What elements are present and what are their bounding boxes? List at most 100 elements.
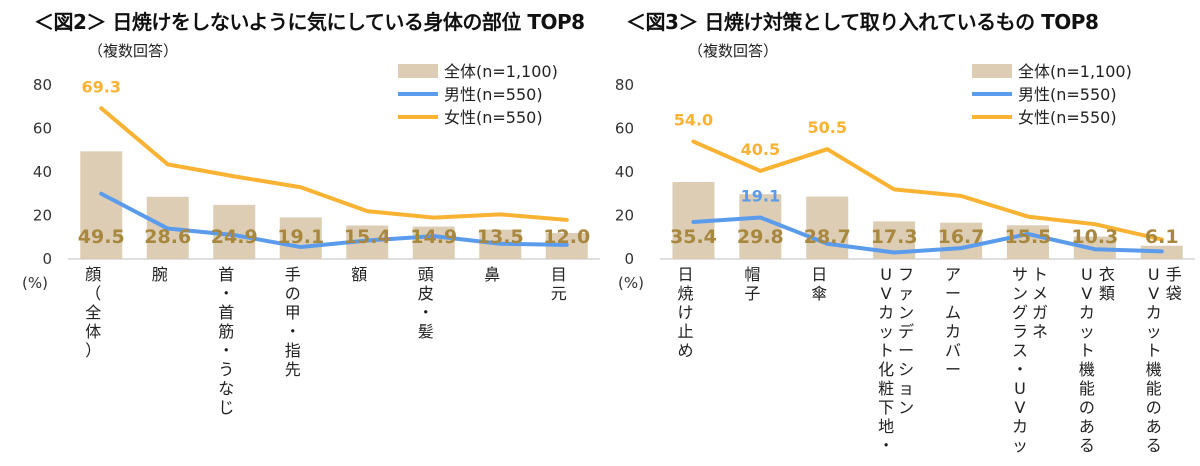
x-category-char: U [1014,379,1026,398]
x-category-char: デ [898,322,914,341]
bar-value-label: 10.3 [1071,226,1118,248]
x-category-char: ッ [1079,322,1095,341]
x-category-char: 手 [1166,265,1182,284]
x-category-char: 傘 [811,284,827,303]
x-category-char: 額 [351,265,367,284]
x-category-char: 化 [878,360,894,379]
x-category-char: U [1081,265,1093,284]
bar-value-label: 17.3 [871,226,918,248]
bar-value-label: 6.1 [1145,226,1179,248]
x-category-char: 腕 [152,265,168,284]
bar-total [739,194,782,259]
x-category-char: ッ [878,322,894,341]
chart-svg-sun-protection: 0 20 40 60 80 (%) 35.4 29.8 28.7 17.3 16.7 15.5 10.3… [615,62,1195,455]
x-category-char: 帽 [744,265,760,284]
x-category-char: バ [945,341,961,360]
x-category-char: ・ [218,341,234,360]
x-category-char: V [1148,284,1159,303]
x-category-char: シ [898,360,914,379]
x-category-char: ー [898,341,914,360]
x-category-char: V [881,284,892,303]
x-category-char: 先 [285,360,301,379]
x-category-char: 全 [85,303,101,322]
y-tick-label: 0 [42,250,52,268]
y-tick-label: 60 [33,120,52,138]
x-category-char: カ [945,322,961,341]
legend-label: 全体(n=1,100) [444,62,558,81]
line-value-label: 19.1 [741,186,780,205]
x-category-char: ト [878,341,894,360]
x-category-char: 鼻 [484,265,500,284]
bar-value-label: 15.5 [1005,226,1052,248]
x-category-char: 頭 [418,265,434,284]
x-category-char: 日 [677,265,693,284]
chart-panel-body-parts: ＜図2＞ 日焼けをしないように気にしている身体の部位 TOP8 （複数回答） 0… [22,10,600,417]
y-tick-label: 80 [33,76,52,94]
x-category-char: ラ [1012,322,1028,341]
x-category-char: ・ [218,284,234,303]
line-female [99,106,569,222]
bar-value-label: 49.5 [78,226,125,248]
bar-total [412,226,455,259]
bar-value-label: 35.4 [670,226,717,248]
legend-label: 女性(n=550) [1018,108,1117,127]
y-tick-label: 40 [615,163,634,181]
x-category-char: け [677,303,693,322]
x-category-char: ・ [878,436,894,455]
bar-value-label: 13.5 [477,226,524,248]
chart-subtitle: （複数回答） [688,42,779,60]
bar-value-label: 29.8 [737,226,784,248]
x-category-char: カ [878,303,894,322]
y-tick-label: 20 [615,207,634,225]
line-value-label: 50.5 [808,118,847,137]
bar-value-label: 15.4 [344,226,391,248]
chart-svg-body-parts: 0 20 40 60 80 (%) 49.5 28.6 24.9 19.1 15.4 14.9 13.5… [22,62,600,417]
x-category-char: ム [945,303,961,322]
bar-value-label: 14.9 [410,226,457,248]
x-category-char: 体 [85,322,101,341]
line-value-label: 40.5 [741,140,780,159]
x-category-char: ン [898,303,914,322]
x-category-char: 髪 [418,322,434,341]
bar-value-label: 28.7 [804,226,851,248]
x-category-char: 下 [878,398,894,417]
x-category-char: 機 [1146,360,1162,379]
x-category-char: 首 [218,265,234,284]
x-category-char: カ [1079,303,1095,322]
line-value-label: 69.3 [82,77,121,96]
line-male [691,215,1164,255]
x-category-char: ガ [1032,303,1048,322]
x-category-char: ー [945,360,961,379]
x-category-char: ン [898,398,914,417]
x-category-char: フ [898,265,914,284]
x-category-char: ト [1032,265,1048,284]
legend-swatch-total [972,64,1012,78]
chart-subtitle: （複数回答） [88,42,179,60]
x-category-char: 首 [218,303,234,322]
bar-total [940,222,983,259]
x-category-char: る [1146,436,1162,455]
x-category-char: の [1146,398,1162,417]
bar-value-label: 12.0 [543,226,590,248]
chart-panel-sun-protection: ＜図3＞ 日焼け対策として取り入れているもの TOP8 （複数回答） 0 20 40… [600,0,1200,466]
x-category-char: 類 [1099,284,1115,303]
x-category-char: 指 [285,341,301,360]
x-category-char: V [1014,398,1025,417]
bar-value-label: 28.6 [144,226,191,248]
x-category-char: ョ [898,379,914,398]
chart-title: ＜図3＞ 日焼け対策として取り入れているもの TOP8 [626,10,1099,34]
bar-value-label: 16.7 [938,226,985,248]
legend-label: 男性(n=550) [444,85,543,104]
x-category-char: 止 [677,322,693,341]
x-category-char: カ [1146,303,1162,322]
y-tick-label: 0 [624,250,634,268]
x-category-char: ト [1079,341,1095,360]
bar-total [806,196,849,259]
legend-swatch-total [398,64,438,78]
y-axis-unit: (%) [618,274,644,292]
chart-title: ＜図2＞ 日焼けをしないように気にしている身体の部位 TOP8 [34,10,585,34]
x-category-char: ・ [1012,360,1028,379]
x-category-char: 手 [285,265,301,284]
x-category-char: 甲 [285,303,301,322]
x-category-char: U [880,265,892,284]
